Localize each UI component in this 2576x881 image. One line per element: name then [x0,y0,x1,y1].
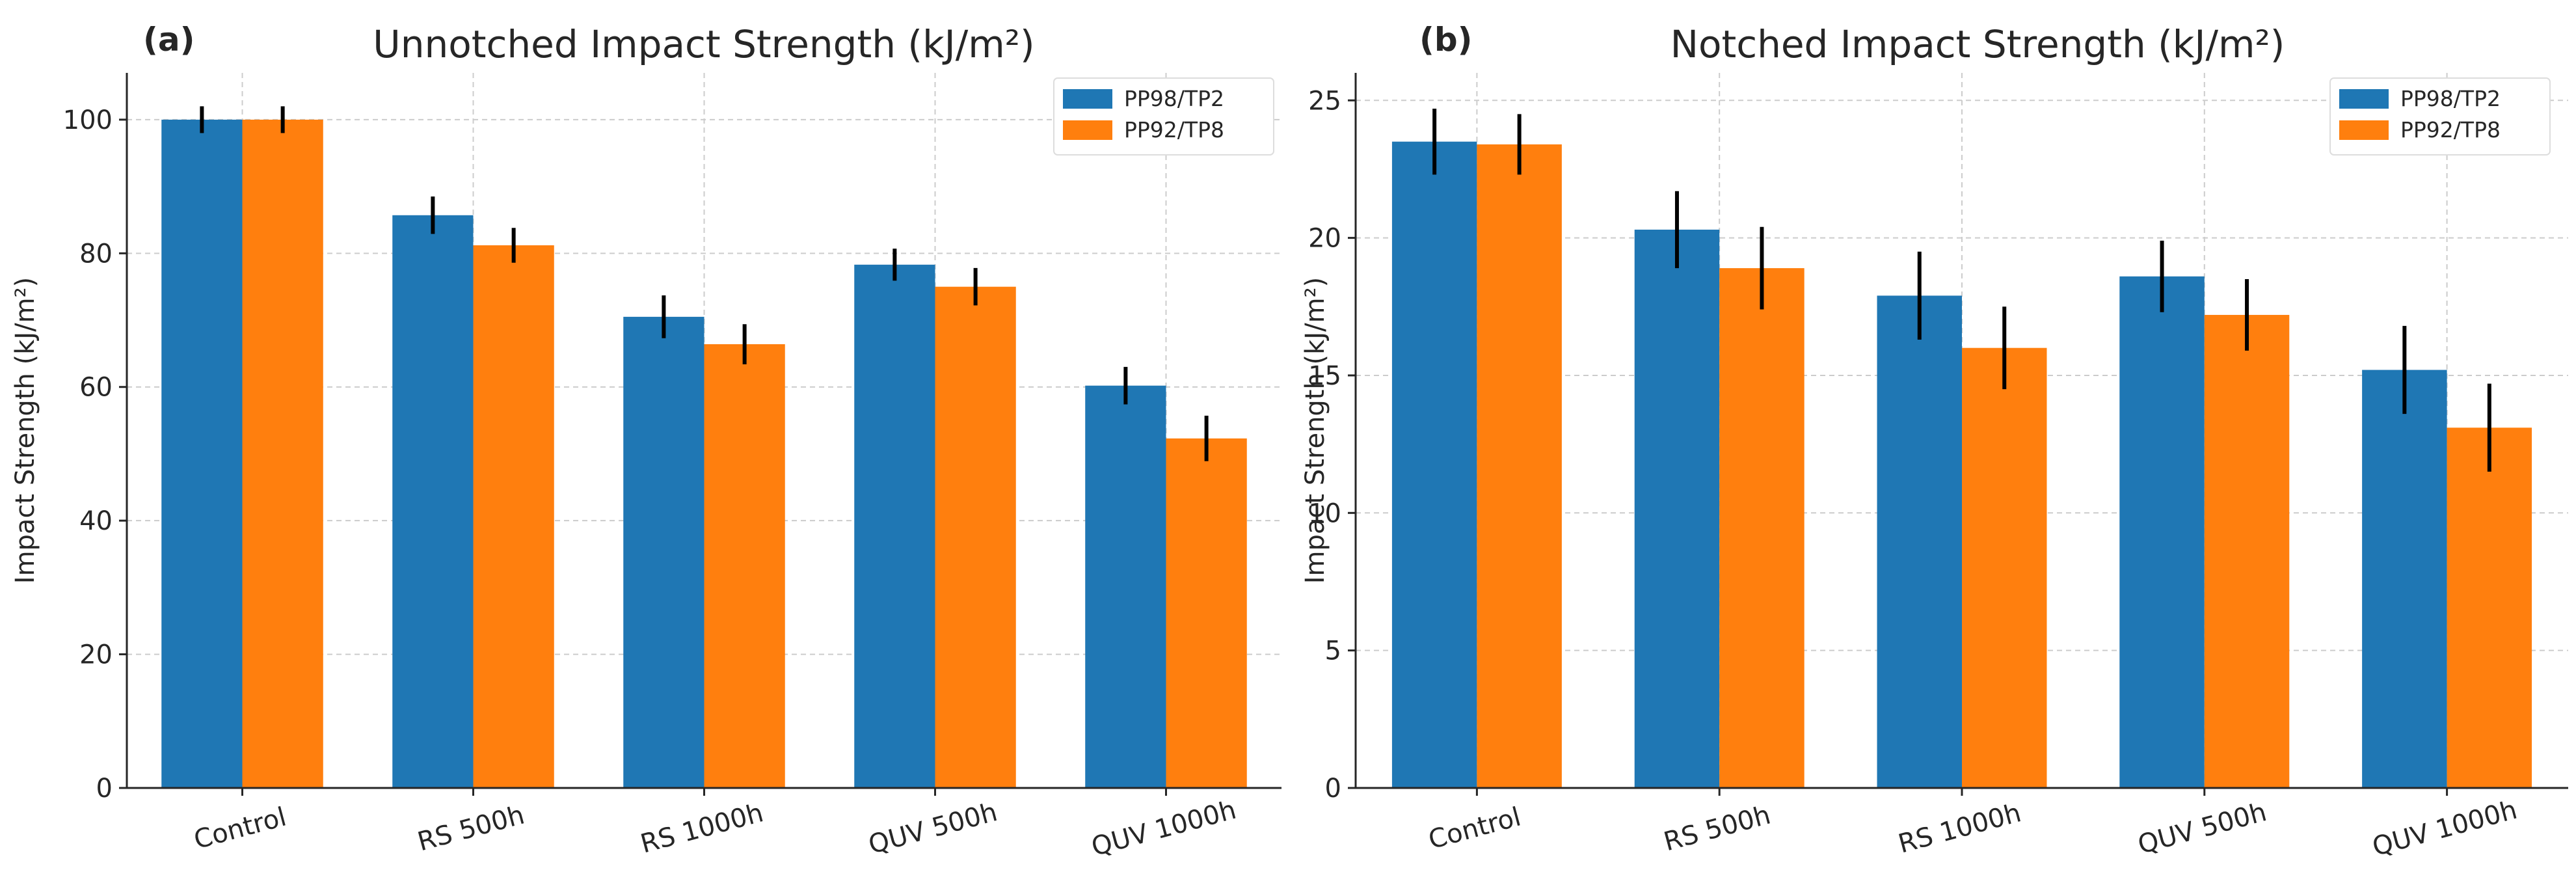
y-tick-label: 80 [79,239,113,269]
bar-pp92-tp8-rs-1000h [1962,347,2047,788]
y-tick-label: 20 [79,640,113,670]
chart-title: Notched Impact Strength (kJ/m²) [1670,22,2285,66]
legend-label-pp92-tp8: PP92/TP8 [1124,117,1224,142]
chart-title: Unnotched Impact Strength (kJ/m²) [373,22,1034,66]
bar-pp98-tp2-rs-500h [1634,229,1720,789]
y-tick-label: 15 [1308,361,1341,391]
bar-pp92-tp8-control [242,119,323,788]
legend-label-pp98-tp2: PP98/TP2 [2400,86,2501,111]
bar-pp98-tp2-quv-1000h [1085,385,1166,788]
bar-pp92-tp8-rs-500h [1719,268,1805,788]
bar-pp98-tp2-rs-1000h [623,316,704,788]
y-tick-label: 0 [1325,774,1341,804]
y-tick-label: 60 [79,373,113,403]
legend-label-pp92-tp8: PP92/TP8 [2400,117,2501,142]
legend-swatch-pp92-tp8 [2339,120,2389,140]
bar-pp98-tp2-control [161,119,243,788]
legend-swatch-pp92-tp8 [1063,120,1112,140]
panel-label: (a) [143,21,195,59]
y-tick-label: 0 [96,774,113,804]
y-tick-label: 40 [79,506,113,536]
bar-pp98-tp2-quv-1000h [2362,370,2447,788]
bar-pp98-tp2-quv-500h [854,264,935,788]
bar-pp92-tp8-quv-1000h [2447,427,2532,788]
bar-pp92-tp8-control [1477,144,1562,788]
legend-swatch-pp98-tp2 [2339,89,2389,109]
y-tick-label: 20 [1308,224,1341,254]
bar-pp92-tp8-rs-1000h [704,344,785,788]
y-tick-label: 25 [1308,86,1341,116]
bar-pp92-tp8-rs-500h [473,245,554,788]
bar-pp98-tp2-rs-1000h [1877,295,1962,789]
bar-pp98-tp2-rs-500h [392,215,474,788]
bar-pp92-tp8-quv-500h [935,286,1016,789]
bar-pp92-tp8-quv-500h [2204,314,2290,788]
bar-pp92-tp8-quv-1000h [1166,438,1247,788]
y-axis-label: Impact Strength (kJ/m²) [1300,277,1330,584]
panel-label: (b) [1419,21,1473,59]
legend-swatch-pp98-tp2 [1063,89,1112,109]
legend: PP98/TP2 PP92/TP8 [2329,77,2551,156]
y-tick-label: 5 [1325,636,1341,666]
bar-pp98-tp2-quv-500h [2119,276,2205,788]
y-tick-label: 100 [63,105,113,135]
legend-label-pp98-tp2: PP98/TP2 [1124,86,1224,111]
legend: PP98/TP2 PP92/TP8 [1053,77,1274,156]
y-axis-label: Impact Strength (kJ/m²) [10,277,40,584]
bar-pp98-tp2-control [1391,141,1477,788]
y-tick-label: 10 [1308,498,1341,528]
